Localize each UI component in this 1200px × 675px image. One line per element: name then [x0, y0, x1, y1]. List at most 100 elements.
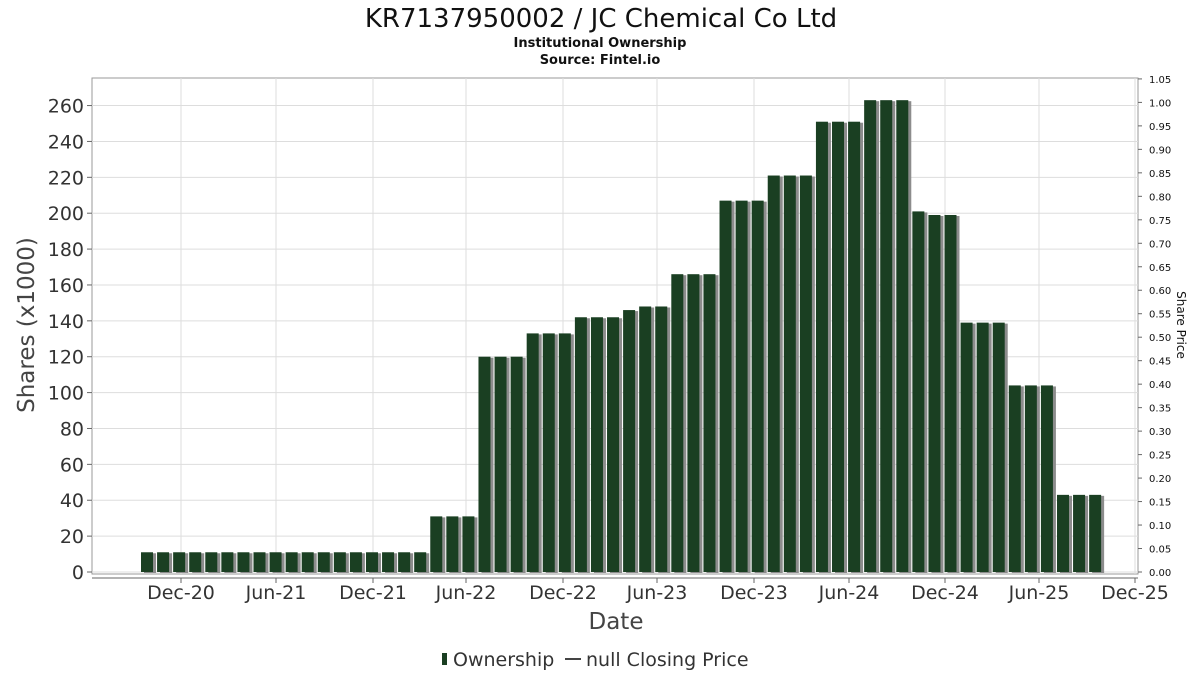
- bar: [687, 274, 700, 572]
- bar: [671, 274, 684, 572]
- y2-tick-label: 0.65: [1149, 263, 1171, 274]
- y2-tick-label: 0.75: [1149, 216, 1171, 227]
- legend-ownership-marker: [442, 653, 447, 665]
- bar: [1073, 494, 1086, 572]
- y2-tick-label: 0.05: [1149, 545, 1171, 556]
- bar: [767, 175, 780, 572]
- bars: [141, 100, 1105, 574]
- x-tick-label: Dec-21: [339, 582, 407, 604]
- bar: [799, 175, 812, 572]
- bar: [1089, 494, 1102, 572]
- bar: [141, 552, 153, 572]
- y2-tick-label: 0.20: [1149, 474, 1171, 485]
- bar: [157, 552, 170, 572]
- bar: [976, 322, 989, 572]
- bar: [333, 552, 346, 572]
- y2-tick-label: 0.55: [1149, 310, 1171, 321]
- y-tick-label: 200: [48, 203, 84, 225]
- bar: [1056, 494, 1069, 572]
- y2-tick-label: 0.35: [1149, 404, 1171, 415]
- y-tick-label: 160: [48, 275, 84, 297]
- bar: [317, 552, 330, 572]
- bar: [623, 310, 636, 572]
- bar: [751, 200, 764, 572]
- y-tick-label: 0: [72, 562, 84, 584]
- y2-tick-label: 0.60: [1149, 286, 1171, 297]
- x-tick-label: Dec-25: [1101, 582, 1169, 604]
- bar: [478, 356, 491, 572]
- y2-tick-label: 0.15: [1149, 498, 1171, 509]
- bar: [992, 322, 1005, 572]
- y2-tick-label: 0.10: [1149, 521, 1171, 532]
- y2-tick-label: 0.25: [1149, 451, 1171, 462]
- bar: [253, 552, 266, 572]
- y2-tick-label: 0.70: [1149, 239, 1171, 250]
- bar: [1040, 385, 1053, 572]
- y-tick-label: 20: [60, 526, 84, 548]
- bar: [735, 200, 748, 572]
- bar: [607, 317, 620, 572]
- bar: [574, 317, 587, 572]
- y2-tick-label: 0.40: [1149, 380, 1171, 391]
- bar: [526, 333, 539, 572]
- bar: [944, 214, 957, 572]
- bar: [285, 552, 298, 572]
- y2-tick-label: 0.50: [1149, 333, 1171, 344]
- bar: [221, 552, 234, 572]
- bar: [1008, 385, 1021, 572]
- x-axis-title: Date: [589, 609, 644, 635]
- y2-axis-title: Share Price: [1174, 291, 1188, 359]
- bar: [462, 516, 475, 572]
- bar: [639, 306, 652, 572]
- y-tick-label: 40: [60, 490, 84, 512]
- y-tick-label: 120: [48, 347, 84, 369]
- y-tick-label: 100: [48, 383, 84, 405]
- bar: [205, 552, 218, 572]
- legend: Ownership null Closing Price: [442, 649, 749, 671]
- y2-tick-label: 0.85: [1149, 169, 1171, 180]
- bar: [558, 333, 571, 572]
- bar: [446, 516, 459, 572]
- y-tick-label: 140: [48, 311, 84, 333]
- bar: [301, 552, 314, 572]
- bar: [382, 552, 395, 572]
- bar: [414, 552, 427, 572]
- bar: [912, 211, 925, 572]
- bar: [928, 214, 941, 572]
- x-tick-label: Dec-24: [911, 582, 979, 604]
- bar: [269, 552, 282, 572]
- bar: [1024, 385, 1037, 572]
- y2-tick-label: 0.90: [1149, 145, 1171, 156]
- bar: [719, 200, 732, 572]
- bar: [864, 100, 877, 572]
- legend-ownership-label: Ownership: [453, 649, 554, 671]
- y2-tick-label: 0.80: [1149, 192, 1171, 203]
- x-tick-label: Jun-23: [626, 582, 688, 604]
- bar: [896, 100, 909, 572]
- x-tick-label: Jun-24: [818, 582, 880, 604]
- x-axis-ticks: Dec-20 Jun-21 Dec-21 Jun-22 Dec-22 Jun-23 Dec-…: [92, 577, 1169, 604]
- x-tick-label: Jun-21: [245, 582, 307, 604]
- bar: [832, 121, 845, 573]
- x-tick-label: Dec-20: [147, 582, 215, 604]
- bar: [783, 175, 796, 572]
- y-tick-label: 240: [48, 131, 84, 153]
- y-tick-label: 60: [60, 454, 84, 476]
- x-tick-label: Jun-22: [435, 582, 497, 604]
- bar: [848, 121, 861, 573]
- bar: [880, 100, 893, 572]
- bar: [430, 516, 443, 572]
- legend-price-label: null Closing Price: [586, 649, 749, 671]
- y-axis-title: Shares (x1000): [14, 237, 40, 413]
- y-axis-ticks: 0 20 40 60 80 100 120 140 160 180 200 220 240 260: [48, 96, 92, 584]
- y2-tick-label: 0.45: [1149, 357, 1171, 368]
- y2-tick-label: 0.95: [1149, 122, 1171, 133]
- y2-tick-label: 0.30: [1149, 427, 1171, 438]
- bar: [365, 552, 378, 572]
- bar: [510, 356, 523, 572]
- y-tick-label: 220: [48, 167, 84, 189]
- y-tick-label: 180: [48, 239, 84, 261]
- bar: [590, 317, 603, 572]
- bar: [398, 552, 411, 572]
